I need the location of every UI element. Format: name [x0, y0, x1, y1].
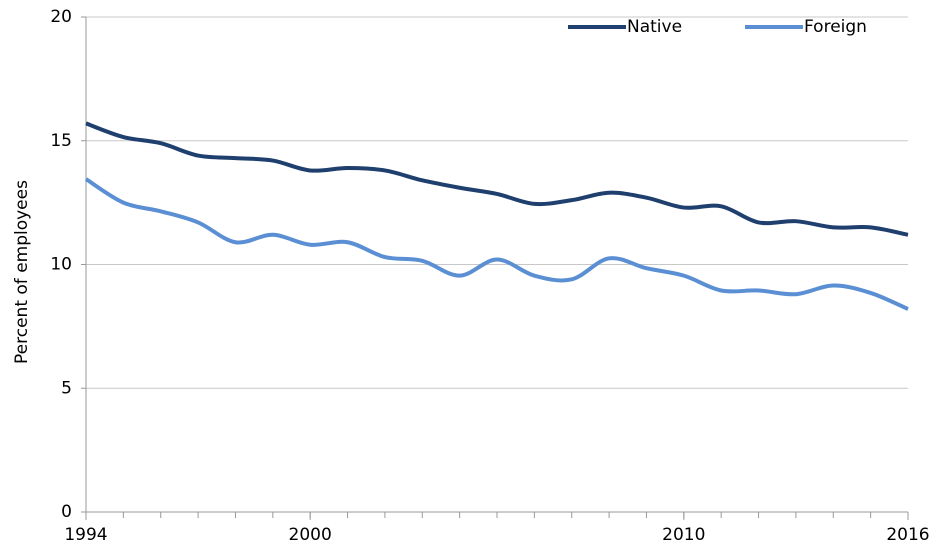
line-series [84, 177, 909, 311]
x-tick-label: 2016 [886, 525, 929, 545]
y-tick-label: 0 [61, 502, 72, 522]
y-tick-label: 20 [50, 7, 72, 27]
legend-label: Native [627, 17, 682, 37]
y-tick-label: 10 [50, 255, 72, 275]
legend-label: Foreign [804, 17, 867, 37]
y-tick-label: 5 [61, 378, 72, 398]
y-axis-label: Percent of employees [12, 180, 32, 364]
x-tick-label: 2000 [289, 525, 332, 545]
x-tick-label: 2010 [662, 525, 705, 545]
x-tick-label: 1994 [64, 525, 107, 545]
line-series [85, 121, 909, 237]
y-tick-label: 15 [50, 131, 72, 151]
